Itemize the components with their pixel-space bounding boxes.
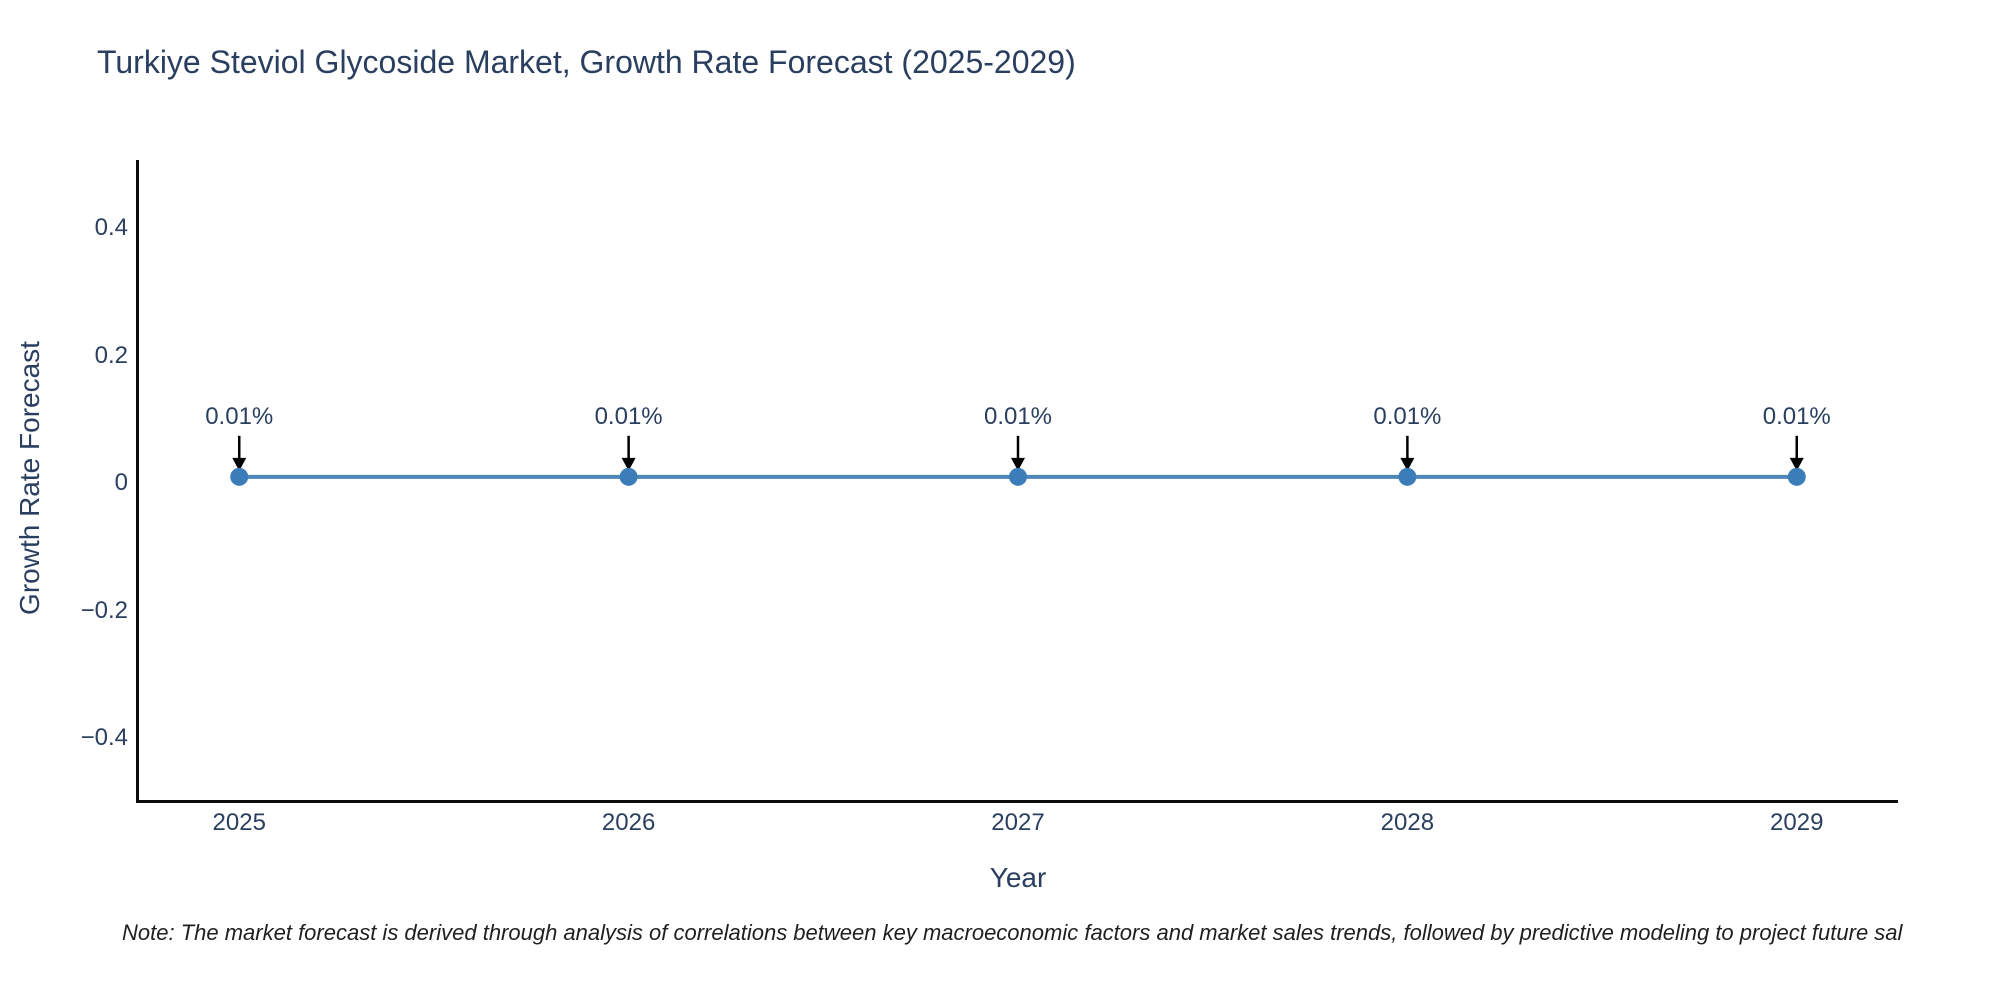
data-point-annotation: 0.01% (983, 402, 1053, 430)
x-tick-label: 2027 (991, 809, 1045, 836)
x-axis-line (136, 800, 1898, 803)
x-tick-label: 2028 (1380, 809, 1435, 836)
y-tick-label: −0.4 (80, 724, 128, 752)
data-point-annotation: 0.01% (1762, 402, 1831, 430)
data-point-marker[interactable] (1398, 467, 1417, 486)
x-tick-label: 2025 (212, 809, 266, 836)
annotation-arrowhead-icon (232, 457, 247, 471)
data-point-marker[interactable] (1787, 467, 1806, 486)
annotation-arrowhead-icon (1789, 457, 1804, 471)
annotation-arrowhead-icon (1011, 457, 1025, 471)
data-point-annotation: 0.01% (594, 402, 663, 430)
x-tick-label: 2029 (1770, 809, 1824, 836)
footnote: Note: The market forecast is derived thr… (122, 920, 1903, 945)
chart-title: Turkiye Steviol Glycoside Market, Growth… (97, 44, 1076, 80)
plot-area[interactable] (139, 160, 1898, 800)
data-point-annotation: 0.01% (1373, 402, 1442, 430)
y-tick-label: 0.2 (94, 341, 128, 369)
data-point-marker[interactable] (230, 467, 249, 486)
y-tick-label: 0 (114, 469, 128, 497)
x-axis-title: Year (989, 862, 1047, 893)
data-point-marker[interactable] (619, 467, 638, 486)
y-axis-line (136, 160, 139, 803)
x-tick-label: 2026 (601, 809, 656, 836)
data-point-annotation: 0.01% (205, 402, 274, 430)
annotation-arrowhead-icon (621, 457, 636, 471)
y-tick-label: 0.4 (94, 214, 128, 242)
y-tick-label: −0.2 (80, 596, 128, 624)
data-point-marker[interactable] (1009, 467, 1027, 486)
annotation-arrowhead-icon (1400, 457, 1415, 471)
